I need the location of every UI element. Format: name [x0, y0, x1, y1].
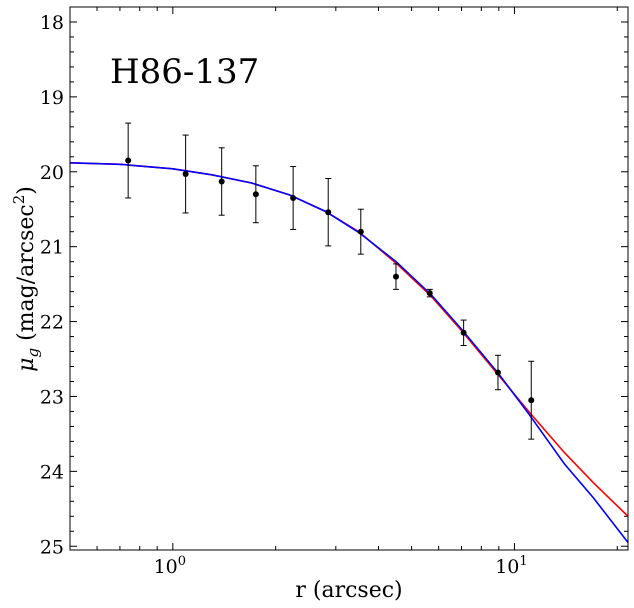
data-point — [357, 228, 364, 235]
data-point — [290, 194, 297, 201]
model-curve-blue — [69, 162, 629, 543]
y-tick-label: 24 — [40, 461, 64, 483]
y-tick-label: 25 — [40, 536, 64, 558]
x-axis-label: r (arcsec) — [295, 578, 402, 603]
data-point — [218, 178, 225, 185]
data-point — [125, 157, 132, 164]
data-point — [252, 191, 259, 198]
data-point — [182, 171, 189, 178]
minor-ticks — [69, 7, 628, 550]
y-axis-label: μg (mag/arcsec2) — [10, 186, 42, 372]
data-point — [426, 290, 433, 297]
y-tick-label: 18 — [40, 12, 64, 34]
x-tick-label: 101 — [495, 554, 527, 578]
series-layer — [69, 122, 629, 543]
data-point — [325, 209, 332, 216]
data-point — [494, 369, 501, 376]
y-tick-label: 22 — [40, 312, 64, 334]
tick-labels: 100 101 18 19 20 21 22 23 24 25 — [40, 12, 528, 578]
x-tick-label: 100 — [154, 554, 186, 578]
plot-frame — [69, 6, 629, 551]
object-name-label: H86-137 — [110, 52, 259, 92]
y-tick-label: 19 — [40, 87, 64, 109]
y-tick-label: 20 — [40, 162, 64, 184]
y-tick-label: 21 — [40, 237, 64, 259]
data-point — [460, 329, 467, 336]
y-tick-label: 23 — [40, 386, 64, 408]
data-point — [528, 397, 535, 404]
data-point — [392, 273, 399, 280]
major-ticks — [70, 7, 628, 550]
